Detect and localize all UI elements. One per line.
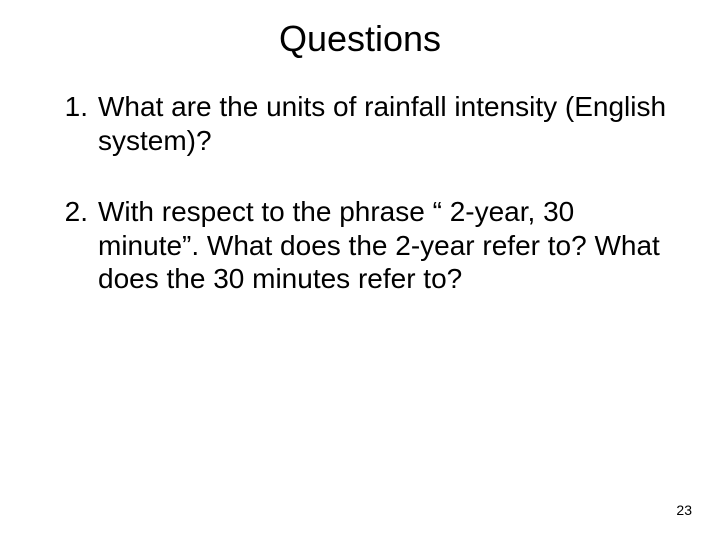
slide-title: Questions <box>0 0 720 70</box>
slide: Questions What are the units of rainfall… <box>0 0 720 540</box>
slide-body: What are the units of rainfall intensity… <box>0 70 720 296</box>
page-number: 23 <box>676 502 692 518</box>
question-item: With respect to the phrase “ 2-year, 30 … <box>40 195 680 296</box>
question-item: What are the units of rainfall intensity… <box>40 90 680 157</box>
question-list: What are the units of rainfall intensity… <box>40 90 680 296</box>
